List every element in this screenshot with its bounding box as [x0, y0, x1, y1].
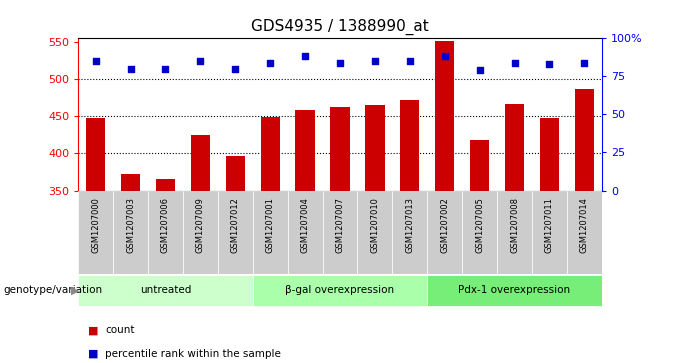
Text: GSM1207006: GSM1207006 [161, 197, 170, 253]
Text: GSM1207002: GSM1207002 [440, 197, 449, 253]
FancyBboxPatch shape [288, 191, 322, 274]
Point [160, 66, 171, 72]
Text: GSM1207014: GSM1207014 [580, 197, 589, 253]
Text: GSM1207001: GSM1207001 [266, 197, 275, 253]
Point [265, 60, 275, 65]
Point [335, 60, 345, 65]
Point [579, 60, 590, 65]
Bar [575, 89, 594, 191]
Title: GDS4935 / 1388990_at: GDS4935 / 1388990_at [251, 19, 429, 35]
Text: Pdx-1 overexpression: Pdx-1 overexpression [458, 285, 571, 295]
Text: β-gal overexpression: β-gal overexpression [286, 285, 394, 295]
Text: GSM1207008: GSM1207008 [510, 197, 519, 253]
Point [439, 53, 450, 59]
FancyBboxPatch shape [427, 191, 462, 274]
Text: GSM1207004: GSM1207004 [301, 197, 309, 253]
Text: GSM1207013: GSM1207013 [405, 197, 414, 253]
Text: untreated: untreated [140, 285, 191, 295]
Point [474, 67, 485, 73]
Point [544, 61, 555, 67]
FancyBboxPatch shape [322, 191, 358, 274]
Bar [191, 135, 210, 191]
FancyBboxPatch shape [253, 191, 288, 274]
Point [125, 66, 136, 72]
FancyBboxPatch shape [183, 191, 218, 274]
Text: genotype/variation: genotype/variation [3, 285, 103, 295]
Bar [505, 103, 524, 191]
Text: GSM1207010: GSM1207010 [371, 197, 379, 253]
Point [509, 60, 520, 65]
Text: GSM1207009: GSM1207009 [196, 197, 205, 253]
Text: GSM1207007: GSM1207007 [335, 197, 345, 253]
Point [300, 53, 311, 59]
FancyBboxPatch shape [532, 191, 567, 274]
FancyBboxPatch shape [113, 191, 148, 274]
Text: GSM1207000: GSM1207000 [91, 197, 100, 253]
Text: count: count [105, 325, 135, 335]
FancyBboxPatch shape [567, 191, 602, 274]
Point [195, 58, 206, 64]
Text: ■: ■ [88, 325, 99, 335]
FancyBboxPatch shape [358, 191, 392, 274]
FancyBboxPatch shape [78, 191, 113, 274]
FancyBboxPatch shape [253, 275, 427, 306]
FancyBboxPatch shape [462, 191, 497, 274]
FancyBboxPatch shape [148, 191, 183, 274]
Bar [86, 118, 105, 191]
Bar [260, 117, 279, 191]
FancyBboxPatch shape [218, 191, 253, 274]
Bar [401, 100, 420, 191]
Bar [540, 118, 559, 191]
Point [230, 66, 241, 72]
Bar [296, 110, 315, 191]
Text: percentile rank within the sample: percentile rank within the sample [105, 349, 282, 359]
FancyBboxPatch shape [78, 275, 253, 306]
Text: GSM1207005: GSM1207005 [475, 197, 484, 253]
Bar [330, 107, 350, 191]
FancyBboxPatch shape [497, 191, 532, 274]
Text: ■: ■ [88, 349, 99, 359]
Point [90, 58, 101, 64]
Bar [121, 174, 140, 191]
Bar [365, 105, 384, 191]
Point [405, 58, 415, 64]
Text: GSM1207003: GSM1207003 [126, 197, 135, 253]
Text: ▶: ▶ [71, 285, 80, 295]
Bar [226, 156, 245, 191]
FancyBboxPatch shape [392, 191, 427, 274]
Text: GSM1207011: GSM1207011 [545, 197, 554, 253]
Point [369, 58, 380, 64]
Bar [470, 140, 489, 191]
Text: GSM1207012: GSM1207012 [231, 197, 240, 253]
Bar [156, 179, 175, 191]
Bar [435, 41, 454, 191]
FancyBboxPatch shape [427, 275, 602, 306]
